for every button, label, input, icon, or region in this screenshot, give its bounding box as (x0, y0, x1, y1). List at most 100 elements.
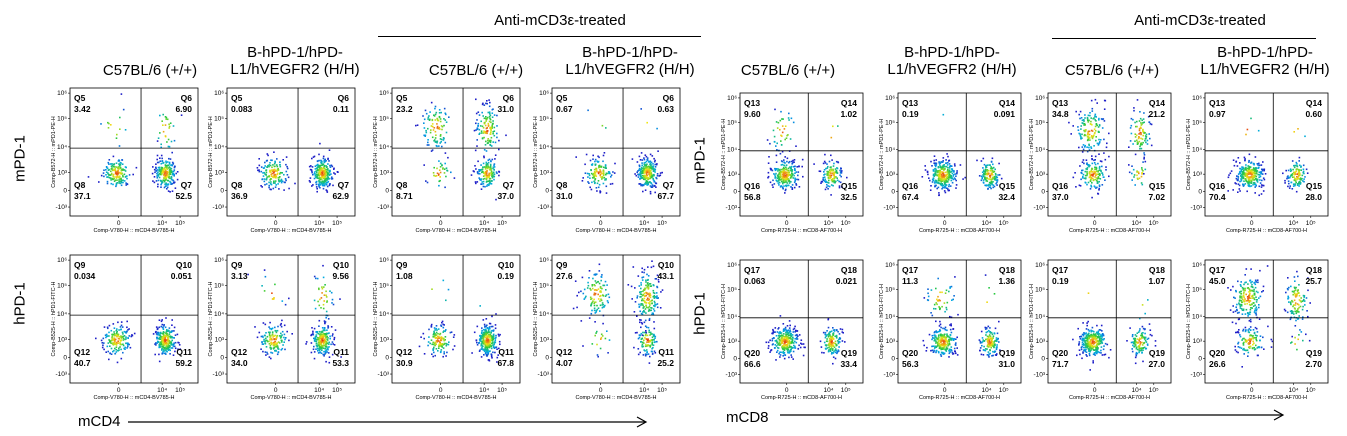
y-tick-label: 10³ (380, 169, 390, 176)
x-axis-title: Comp-R725-H :: mCD8-AF700-H (761, 228, 842, 234)
events (1072, 292, 1157, 371)
x-tick-label: 10⁴ (824, 220, 834, 227)
gate-name: Q19 (841, 348, 857, 358)
x-tick-label: 10⁴ (824, 387, 834, 394)
events (415, 98, 507, 201)
cd8-row-label-mpd1: mPD-1 (691, 137, 709, 184)
gate-percent: 67.8 (497, 358, 514, 368)
gate-name: Q17 (1209, 265, 1225, 275)
x-tick-label: 10⁵ (332, 387, 342, 394)
gate-name: Q9 (396, 260, 408, 270)
x-tick-label: 10⁵ (175, 387, 185, 394)
gate-name: Q18 (1306, 265, 1322, 275)
gate-name: Q7 (503, 180, 515, 190)
y-axis-title: Comp-B525-H :: hPD1-FITC-H (373, 282, 379, 357)
x-tick-label: 10⁴ (1132, 387, 1142, 394)
y-tick-label: 0 (220, 354, 224, 361)
x-tick-label: 10⁵ (1306, 387, 1316, 394)
gate-name: Q8 (396, 180, 408, 190)
gate-percent: 32.4 (998, 192, 1015, 202)
gate-name: Q12 (74, 347, 90, 357)
cd8-treated-bracket (1052, 38, 1316, 39)
gate-name: Q18 (999, 265, 1015, 275)
x-tick-label: 10⁴ (314, 387, 324, 394)
events (87, 93, 183, 193)
y-tick-label: 10⁵ (539, 116, 549, 123)
events (1227, 117, 1309, 197)
y-axis-title: Comp-B525-H :: hPD1-FITC-H (51, 282, 57, 357)
gate-name: Q15 (999, 181, 1015, 191)
gate-percent: 0.021 (836, 276, 858, 286)
y-tick-label: 0 (545, 187, 549, 194)
y-axis-title: Comp-B572-H :: mPD1-PE-H (51, 116, 57, 188)
x-tick-label: 0 (599, 220, 603, 227)
y-tick-label: 10⁶ (1035, 95, 1045, 102)
y-axis-title: Comp-B525-H :: hPD1-FITC-H (1186, 284, 1192, 359)
x-tick-label: 10⁵ (1149, 387, 1159, 394)
y-tick-label: 10⁶ (1035, 262, 1045, 269)
x-tick-label: 10⁴ (314, 220, 324, 227)
y-tick-label: -10³ (212, 371, 224, 378)
gate-name: Q8 (74, 180, 86, 190)
cd4-col-header-2: B-hPD-1/hPD-L1/hVEGFR2 (H/H) (230, 44, 360, 78)
gate-percent: 62.9 (332, 191, 349, 201)
y-tick-label: 10⁴ (379, 144, 389, 151)
x-axis-title: Comp-V780-H :: mCD4-BV785-H (576, 228, 657, 234)
gate-name: Q16 (744, 181, 760, 191)
x-tick-label: 10⁵ (1306, 220, 1316, 227)
y-tick-label: 0 (63, 187, 67, 194)
x-axis-title: Comp-V780-H :: mCD4-BV785-H (251, 395, 332, 401)
gate-percent: 27.6 (556, 271, 573, 281)
gate-percent: 30.9 (396, 358, 413, 368)
y-axis-title: Comp-B525-H :: hPD1-FITC-H (1029, 284, 1035, 359)
gate-percent: 52.5 (175, 191, 192, 201)
y-tick-label: -10³ (1033, 204, 1045, 211)
gate-name: Q19 (1149, 348, 1165, 358)
gate-percent: 66.6 (744, 359, 761, 369)
y-axis-title: Comp-B572-H :: mPD1-PE-H (879, 119, 885, 191)
y-tick-label: -10³ (1190, 204, 1202, 211)
y-axis-title: Comp-B572-H :: mPD1-PE-H (721, 119, 727, 191)
cd8-col-header-4: B-hPD-1/hPD-L1/hVEGFR2 (H/H) (1200, 44, 1330, 78)
cd4-col-header-3: C57BL/6 (+/+) (428, 62, 524, 79)
x-tick-label: 10⁴ (157, 387, 167, 394)
gate-name: Q8 (556, 180, 568, 190)
gate-percent: 0.034 (74, 271, 96, 281)
gate-name: Q11 (498, 347, 514, 357)
gate-name: Q13 (1052, 98, 1068, 108)
gate-percent: 25.7 (1305, 276, 1322, 286)
y-tick-label: 10³ (1193, 171, 1203, 178)
cd8-col-header-1: C57BL/6 (+/+) (740, 62, 836, 79)
y-tick-label: 10⁶ (727, 95, 737, 102)
cd8-row-label-hpd1: hPD-1 (691, 292, 709, 335)
gate-name: Q18 (841, 265, 857, 275)
x-tick-label: 0 (274, 387, 278, 394)
gate-name: Q13 (902, 98, 918, 108)
x-tick-label: 10⁵ (1149, 220, 1159, 227)
y-tick-label: 10⁵ (885, 287, 895, 294)
gate-percent: 0.083 (231, 104, 253, 114)
gate-percent: 9.60 (744, 109, 761, 119)
y-tick-label: 10⁶ (379, 257, 389, 264)
gate-percent: 28.0 (1305, 192, 1322, 202)
gate-percent: 1.08 (396, 271, 413, 281)
y-tick-label: 10⁶ (214, 90, 224, 97)
gate-name: Q18 (1149, 265, 1165, 275)
x-axis-title: Comp-R725-H :: mCD8-AF700-H (1226, 395, 1307, 401)
x-tick-label: 0 (599, 387, 603, 394)
x-tick-label: 0 (943, 387, 947, 394)
y-tick-label: 10⁶ (727, 262, 737, 269)
y-axis-title: Comp-B572-H :: mPD1-PE-H (533, 116, 539, 188)
y-tick-label: 10⁶ (539, 90, 549, 97)
gate-name: Q20 (1052, 348, 1068, 358)
gate-percent: 34.0 (231, 358, 248, 368)
events (1068, 98, 1153, 199)
y-tick-label: 10⁴ (727, 147, 737, 154)
gate-name: Q10 (333, 260, 349, 270)
x-tick-label: 10⁴ (982, 220, 992, 227)
gate-name: Q20 (902, 348, 918, 358)
y-tick-label: -10³ (725, 371, 737, 378)
gate-percent: 1.36 (998, 276, 1015, 286)
